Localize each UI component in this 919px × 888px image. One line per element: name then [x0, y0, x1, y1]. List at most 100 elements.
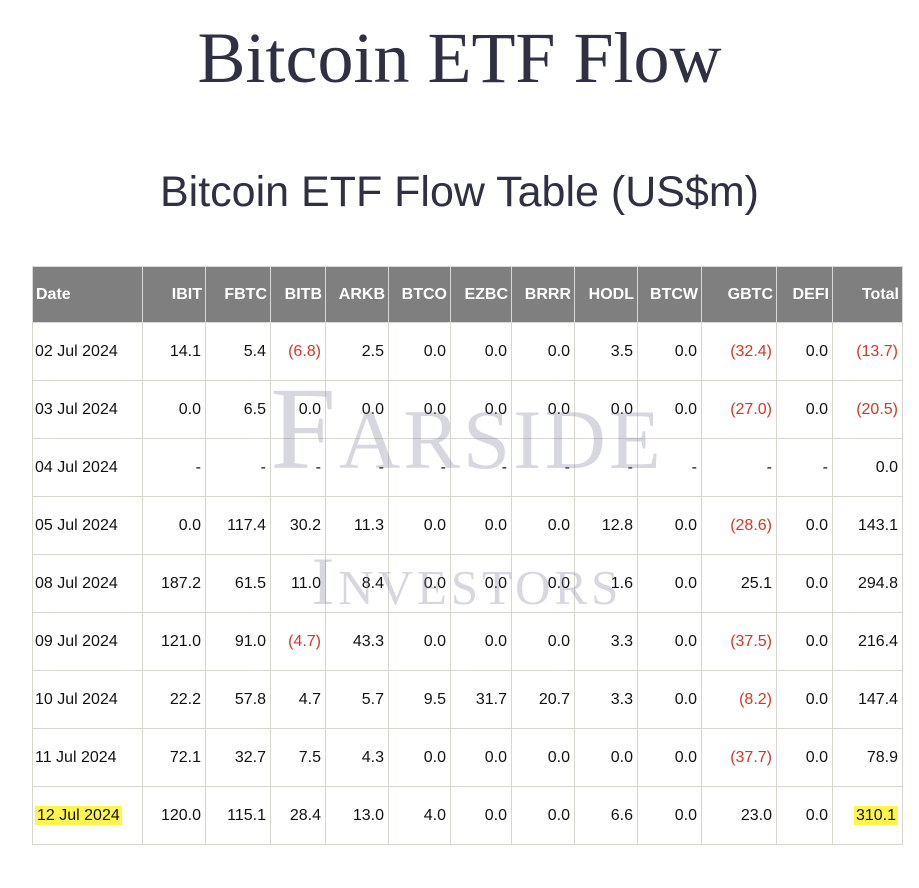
table-row: 04 Jul 2024 - - - - - - - - - - - 0.0 — [32, 438, 903, 497]
flow-value: 3.3 — [610, 690, 633, 708]
flow-value-cell: 25.1 — [701, 554, 777, 613]
flow-value-cell: 0.0 — [388, 728, 451, 787]
column-header-brrr: BRRR — [511, 266, 575, 323]
flow-value: 30.2 — [289, 516, 321, 534]
flow-value-cell: 0.0 — [325, 380, 389, 439]
flow-value-cell: - — [574, 438, 638, 497]
flow-value-cell: 0.0 — [776, 728, 833, 787]
flow-value: 0.0 — [423, 632, 446, 650]
column-header-bitb: BITB — [270, 266, 326, 323]
flow-value: 0.0 — [610, 748, 633, 766]
flow-value-cell: 3.3 — [574, 612, 638, 671]
flow-value: 216.4 — [857, 632, 898, 650]
flow-value-cell: 0.0 — [776, 496, 833, 555]
flow-value-cell: 147.4 — [832, 670, 903, 729]
flow-value: - — [822, 458, 828, 476]
flow-value-cell: 0.0 — [776, 670, 833, 729]
flow-value: 0.0 — [484, 516, 507, 534]
flow-value: 32.7 — [234, 748, 266, 766]
table-row: 02 Jul 2024 14.1 5.4 (6.8) 2.5 0.0 0.0 0.0 3.5 0.… — [32, 322, 903, 381]
flow-value: (37.7) — [730, 748, 772, 766]
table-header-row: Date IBIT FBTC BITB ARKB BTCO EZBC BRRR HODL BTCW… — [32, 266, 903, 323]
flow-value-cell: 0.0 — [388, 554, 451, 613]
flow-value: (8.2) — [739, 690, 772, 708]
flow-value-cell: 20.7 — [511, 670, 575, 729]
flow-value-cell: 30.2 — [270, 496, 326, 555]
flow-value-cell: - — [637, 438, 702, 497]
flow-value-cell: 23.0 — [701, 786, 777, 845]
flow-value: (27.0) — [730, 400, 772, 418]
flow-value-cell: 0.0 — [450, 728, 512, 787]
flow-value-cell: (37.7) — [701, 728, 777, 787]
row-date-cell: 08 Jul 2024 — [32, 554, 143, 613]
flow-value: 72.1 — [169, 748, 201, 766]
flow-value-cell: 0.0 — [270, 380, 326, 439]
flow-value-cell: 43.3 — [325, 612, 389, 671]
flow-value-cell: 0.0 — [574, 728, 638, 787]
flow-value-cell: 0.0 — [776, 786, 833, 845]
flow-value: 0.0 — [361, 400, 384, 418]
flow-value-cell: 0.0 — [776, 554, 833, 613]
table-row: 12 Jul 2024 120.0 115.1 28.4 13.0 4.0 0.0 0.0 6.… — [32, 786, 903, 845]
flow-value-cell: 4.7 — [270, 670, 326, 729]
flow-value: 117.4 — [227, 516, 266, 534]
flow-value: 147.4 — [857, 690, 898, 708]
flow-value: 4.3 — [361, 748, 384, 766]
flow-value: 2.5 — [361, 342, 384, 360]
flow-value-cell: 7.5 — [270, 728, 326, 787]
flow-value: 57.8 — [234, 690, 266, 708]
flow-value-cell: 216.4 — [832, 612, 903, 671]
flow-value: 310.1 — [853, 805, 898, 825]
flow-value-cell: 120.0 — [142, 786, 206, 845]
flow-value: 0.0 — [547, 400, 570, 418]
flow-value-cell: 22.2 — [142, 670, 206, 729]
column-header-btco: BTCO — [388, 266, 451, 323]
flow-value: 61.5 — [234, 574, 266, 592]
flow-value: 13.0 — [352, 806, 384, 824]
flow-value-cell: 78.9 — [832, 728, 903, 787]
flow-value: 4.7 — [298, 690, 321, 708]
flow-value-cell: (28.6) — [701, 496, 777, 555]
flow-value-cell: 3.3 — [574, 670, 638, 729]
flow-value-cell: - — [511, 438, 575, 497]
flow-value: 0.0 — [805, 748, 828, 766]
flow-value: 0.0 — [805, 342, 828, 360]
flow-value-cell: 0.0 — [776, 322, 833, 381]
flow-value: 11.0 — [291, 574, 321, 592]
flow-value-cell: 61.5 — [205, 554, 271, 613]
flow-value: 0.0 — [805, 400, 828, 418]
row-date: 03 Jul 2024 — [35, 400, 118, 418]
flow-value-cell: 310.1 — [832, 786, 903, 845]
flow-value-cell: (13.7) — [832, 322, 903, 381]
flow-value-cell: 28.4 — [270, 786, 326, 845]
flow-value-cell: 0.0 — [511, 322, 575, 381]
flow-value: 0.0 — [674, 400, 697, 418]
flow-value-cell: 0.0 — [388, 496, 451, 555]
flow-value-cell: 0.0 — [511, 786, 575, 845]
flow-value-cell: 0.0 — [450, 380, 512, 439]
flow-value-cell: 5.4 — [205, 322, 271, 381]
flow-value-cell: 0.0 — [574, 380, 638, 439]
flow-value: 11.3 — [354, 516, 384, 534]
column-header-arkb: ARKB — [325, 266, 389, 323]
flow-value: - — [691, 458, 697, 476]
row-date-cell: 02 Jul 2024 — [32, 322, 143, 381]
table-body: 02 Jul 2024 14.1 5.4 (6.8) 2.5 0.0 0.0 0.0 3.5 0.… — [32, 322, 903, 845]
row-date: 10 Jul 2024 — [35, 690, 118, 708]
flow-value: 5.4 — [243, 342, 266, 360]
flow-value: - — [564, 458, 570, 476]
table-row: 08 Jul 2024 187.2 61.5 11.0 8.4 0.0 0.0 0.0 1.6 0… — [32, 554, 903, 613]
flow-value-cell: 0.0 — [450, 612, 512, 671]
row-date: 11 Jul 2024 — [35, 748, 117, 766]
row-date: 09 Jul 2024 — [35, 632, 118, 650]
flow-value: - — [766, 458, 772, 476]
row-date-cell: 12 Jul 2024 — [32, 786, 143, 845]
flow-value-cell: 0.0 — [637, 554, 702, 613]
flow-value: 7.5 — [298, 748, 321, 766]
flow-value: 115.1 — [227, 806, 266, 824]
column-header-total: Total — [832, 266, 903, 323]
flow-value: 0.0 — [674, 806, 697, 824]
flow-value: 120.0 — [160, 806, 201, 824]
flow-value: 0.0 — [674, 342, 697, 360]
flow-value: (13.7) — [856, 342, 898, 360]
